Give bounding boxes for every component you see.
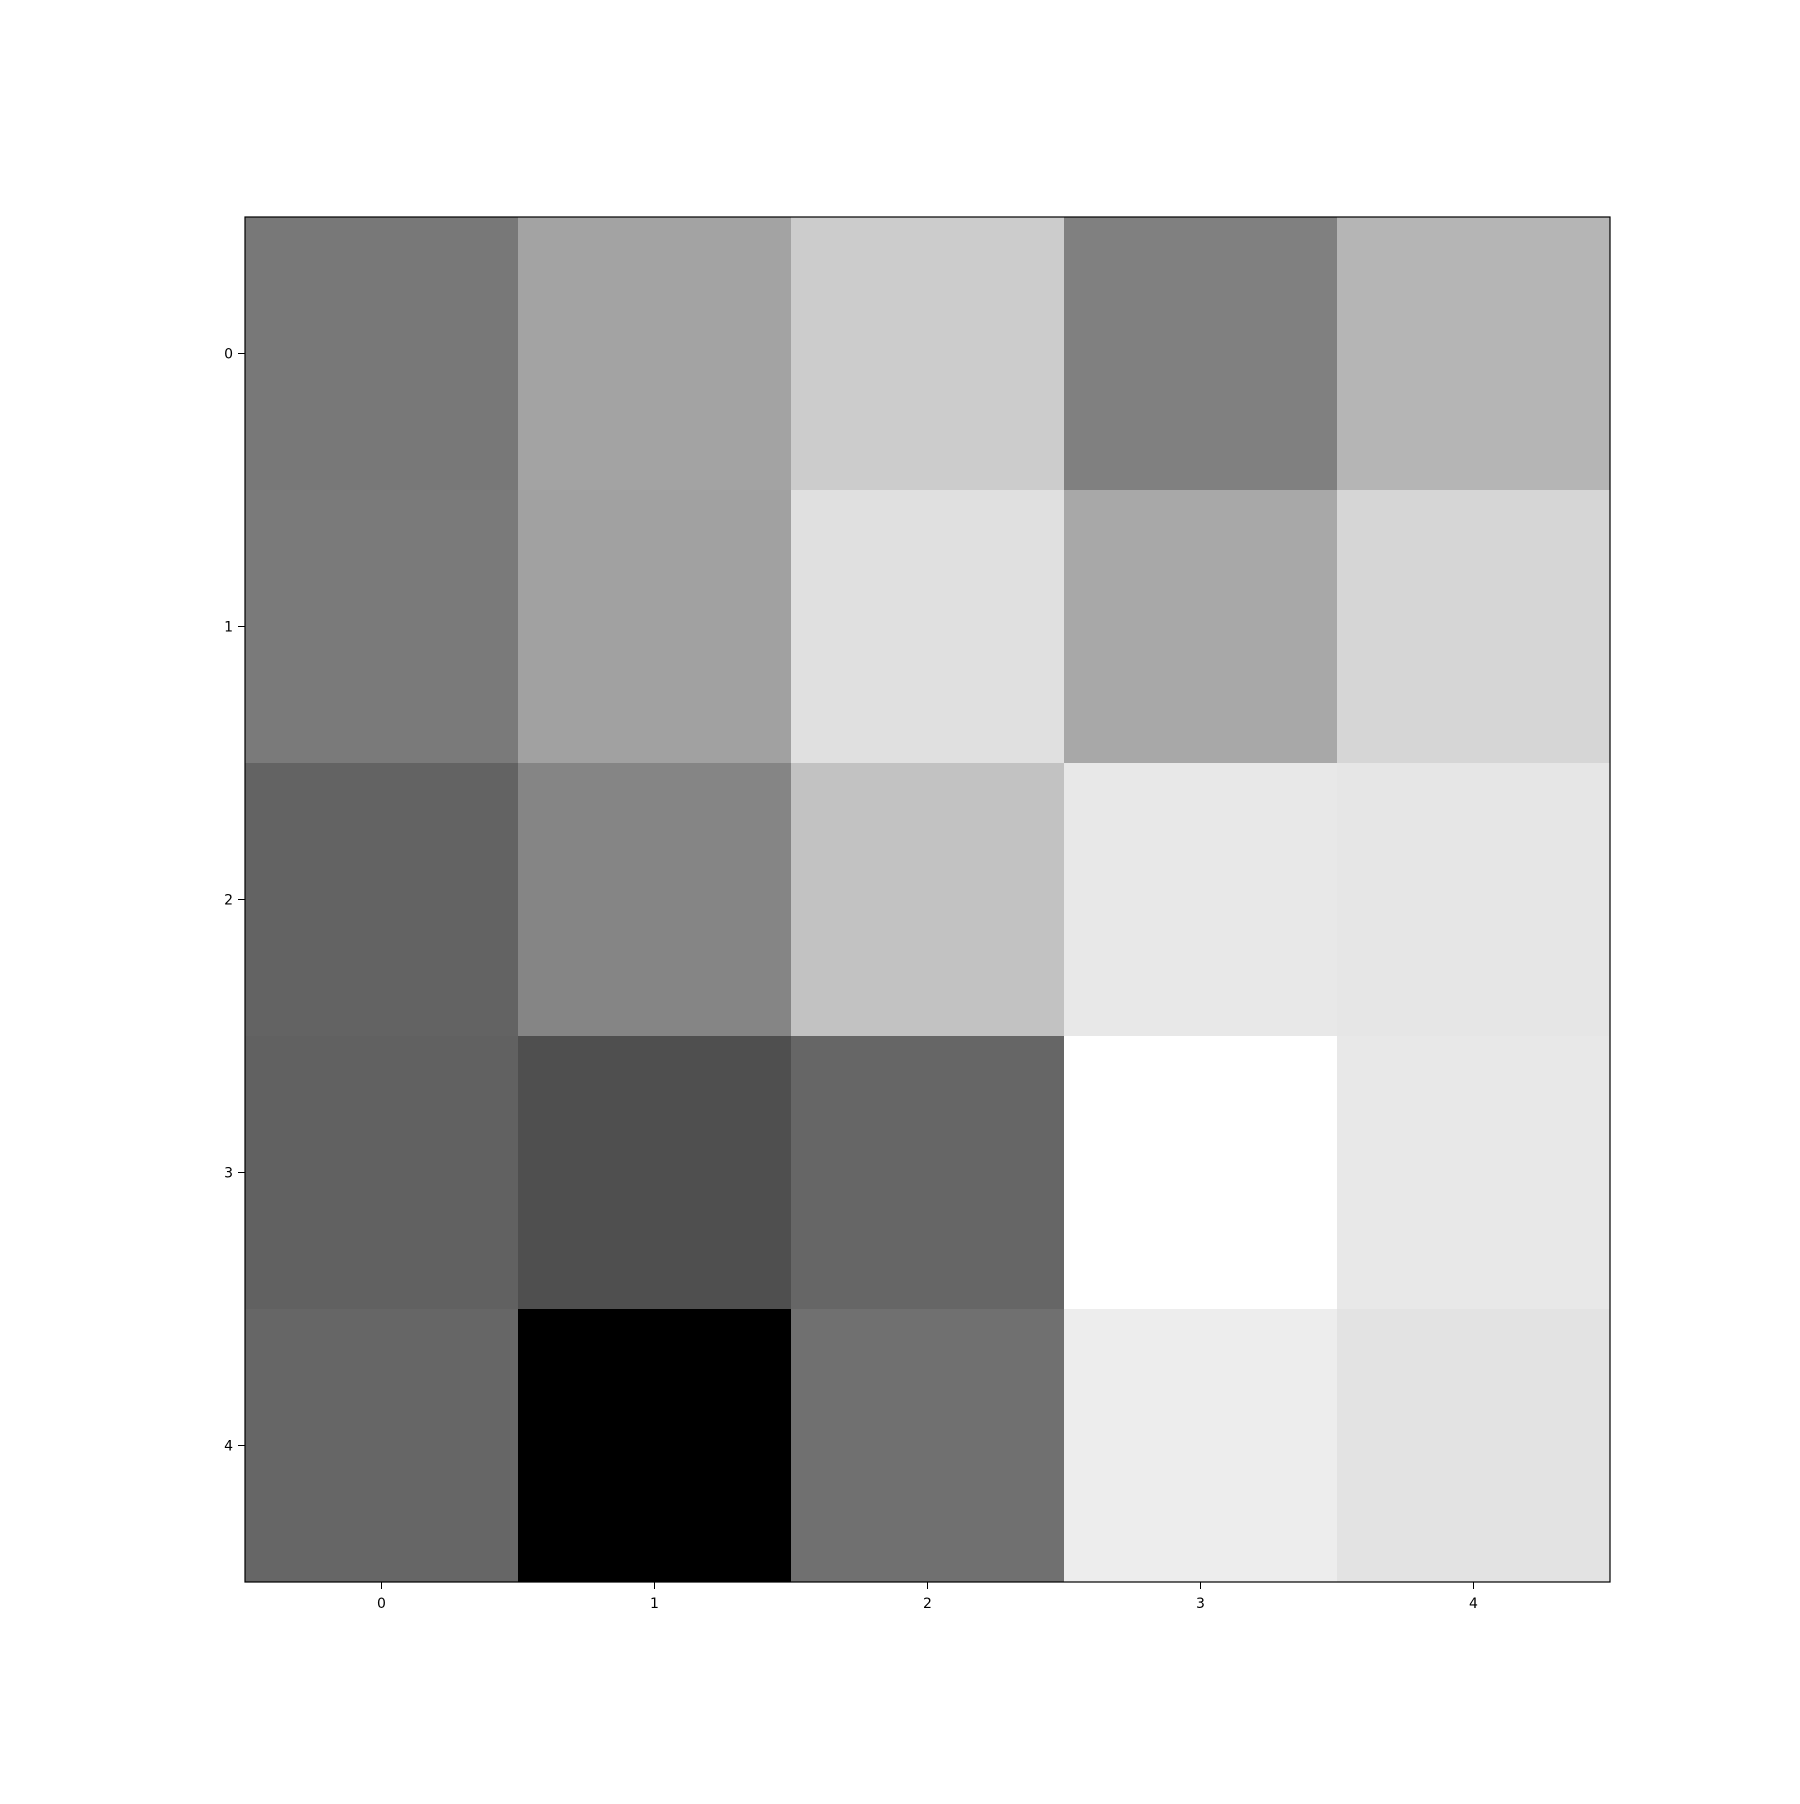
heatmap-cell-2-4 bbox=[1337, 763, 1611, 1037]
x-tick-label-3: 3 bbox=[1196, 1596, 1205, 1612]
heatmap-cell-0-2 bbox=[791, 217, 1065, 491]
heatmap-cell-4-1 bbox=[518, 1309, 792, 1583]
heatmap-cell-1-2 bbox=[791, 490, 1065, 764]
y-tick-label-3: 3 bbox=[224, 1166, 233, 1182]
x-axis: 0 1 2 3 4 bbox=[377, 1582, 1478, 1612]
heatmap-cell-4-3 bbox=[1064, 1309, 1338, 1583]
heatmap-cell-4-2 bbox=[791, 1309, 1065, 1583]
heatmap-cell-4-0 bbox=[245, 1309, 519, 1583]
heatmap-cell-2-0 bbox=[245, 763, 519, 1037]
heatmap-cell-0-1 bbox=[518, 217, 792, 491]
heatmap-cells bbox=[245, 217, 1611, 1583]
x-tick-label-1: 1 bbox=[650, 1596, 659, 1612]
heatmap-cell-2-2 bbox=[791, 763, 1065, 1037]
heatmap-cell-0-3 bbox=[1064, 217, 1338, 491]
heatmap-cell-4-4 bbox=[1337, 1309, 1611, 1583]
heatmap-cell-3-4 bbox=[1337, 1036, 1611, 1310]
heatmap-cell-0-4 bbox=[1337, 217, 1611, 491]
heatmap-cell-3-3 bbox=[1064, 1036, 1338, 1310]
heatmap-cell-0-0 bbox=[245, 217, 519, 491]
y-tick-label-4: 4 bbox=[224, 1439, 233, 1455]
heatmap-cell-3-1 bbox=[518, 1036, 792, 1310]
x-tick-label-4: 4 bbox=[1469, 1596, 1478, 1612]
y-tick-label-1: 1 bbox=[224, 620, 233, 636]
heatmap-cell-2-3 bbox=[1064, 763, 1338, 1037]
y-axis: 0 1 2 3 4 bbox=[224, 347, 245, 1455]
heatmap-cell-1-3 bbox=[1064, 490, 1338, 764]
heatmap-cell-3-0 bbox=[245, 1036, 519, 1310]
heatmap-cell-1-1 bbox=[518, 490, 792, 764]
heatmap-cell-3-2 bbox=[791, 1036, 1065, 1310]
heatmap-cell-2-1 bbox=[518, 763, 792, 1037]
y-tick-label-0: 0 bbox=[224, 347, 233, 363]
y-tick-label-2: 2 bbox=[224, 893, 233, 909]
x-tick-label-2: 2 bbox=[923, 1596, 932, 1612]
heatmap-cell-1-0 bbox=[245, 490, 519, 764]
x-tick-label-0: 0 bbox=[377, 1596, 386, 1612]
heatmap-cell-1-4 bbox=[1337, 490, 1611, 764]
